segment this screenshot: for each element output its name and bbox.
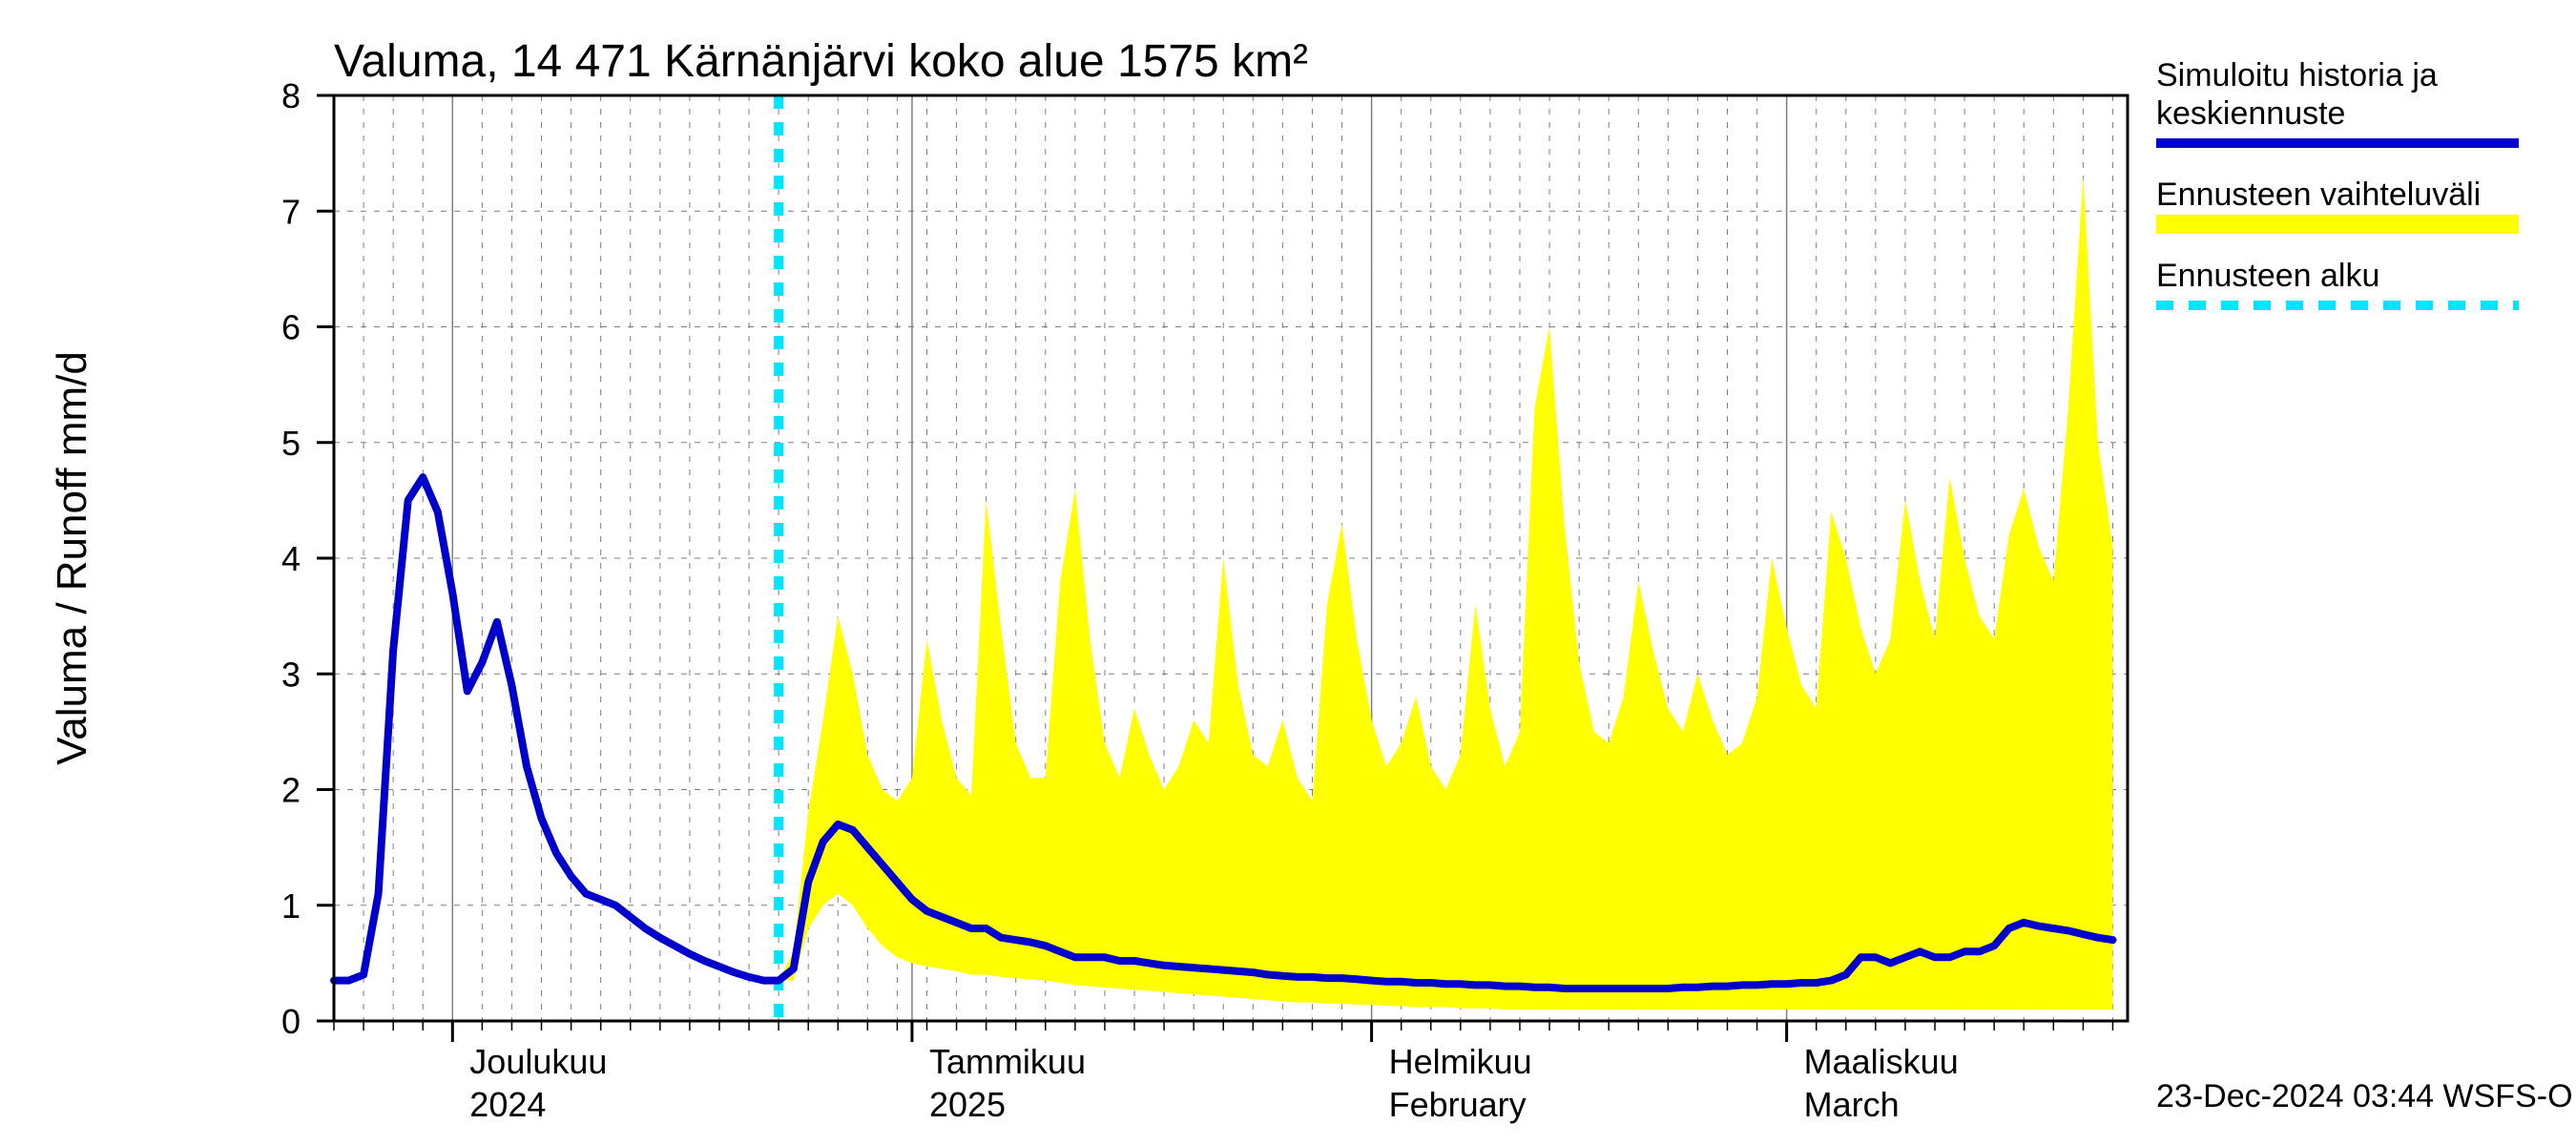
x-month-label: Joulukuu bbox=[469, 1042, 607, 1081]
chart-title: Valuma, 14 471 Kärnänjärvi koko alue 157… bbox=[334, 36, 1308, 87]
y-tick-label: 4 bbox=[281, 539, 301, 578]
y-tick-label: 1 bbox=[281, 886, 301, 926]
legend-label: Ennusteen alku bbox=[2156, 258, 2379, 294]
x-year-label: February bbox=[1389, 1085, 1527, 1124]
legend-label: Simuloitu historia ja bbox=[2156, 57, 2438, 94]
y-tick-label: 8 bbox=[281, 76, 301, 115]
chart-footer: 23-Dec-2024 03:44 WSFS-O bbox=[2156, 1078, 2573, 1114]
legend-label: Ennusteen vaihteluväli bbox=[2156, 177, 2481, 213]
y-tick-label: 7 bbox=[281, 192, 301, 231]
x-month-label: Helmikuu bbox=[1389, 1042, 1532, 1081]
y-tick-label: 0 bbox=[281, 1002, 301, 1041]
chart-svg: 0 1 2 3 4 5 6 7 8 Joulukuu 2024 Tammikuu 2025 Helmiku… bbox=[0, 0, 2576, 1145]
y-tick-label: 6 bbox=[281, 308, 301, 347]
x-month-label: Maaliskuu bbox=[1804, 1042, 1959, 1081]
legend-label: keskiennuste bbox=[2156, 95, 2345, 132]
x-year-label: 2025 bbox=[929, 1085, 1006, 1124]
runoff-chart: 0 1 2 3 4 5 6 7 8 Joulukuu 2024 Tammikuu 2025 Helmiku… bbox=[0, 0, 2576, 1145]
x-month-label: Tammikuu bbox=[929, 1042, 1086, 1081]
y-axis-label: Valuma / Runoff mm/d bbox=[49, 351, 95, 765]
x-year-label: 2024 bbox=[469, 1085, 546, 1124]
legend-swatch-fill bbox=[2156, 215, 2519, 234]
y-tick-label: 2 bbox=[281, 771, 301, 810]
y-tick-label: 3 bbox=[281, 655, 301, 694]
x-year-label: March bbox=[1804, 1085, 1900, 1124]
y-tick-label: 5 bbox=[281, 424, 301, 463]
